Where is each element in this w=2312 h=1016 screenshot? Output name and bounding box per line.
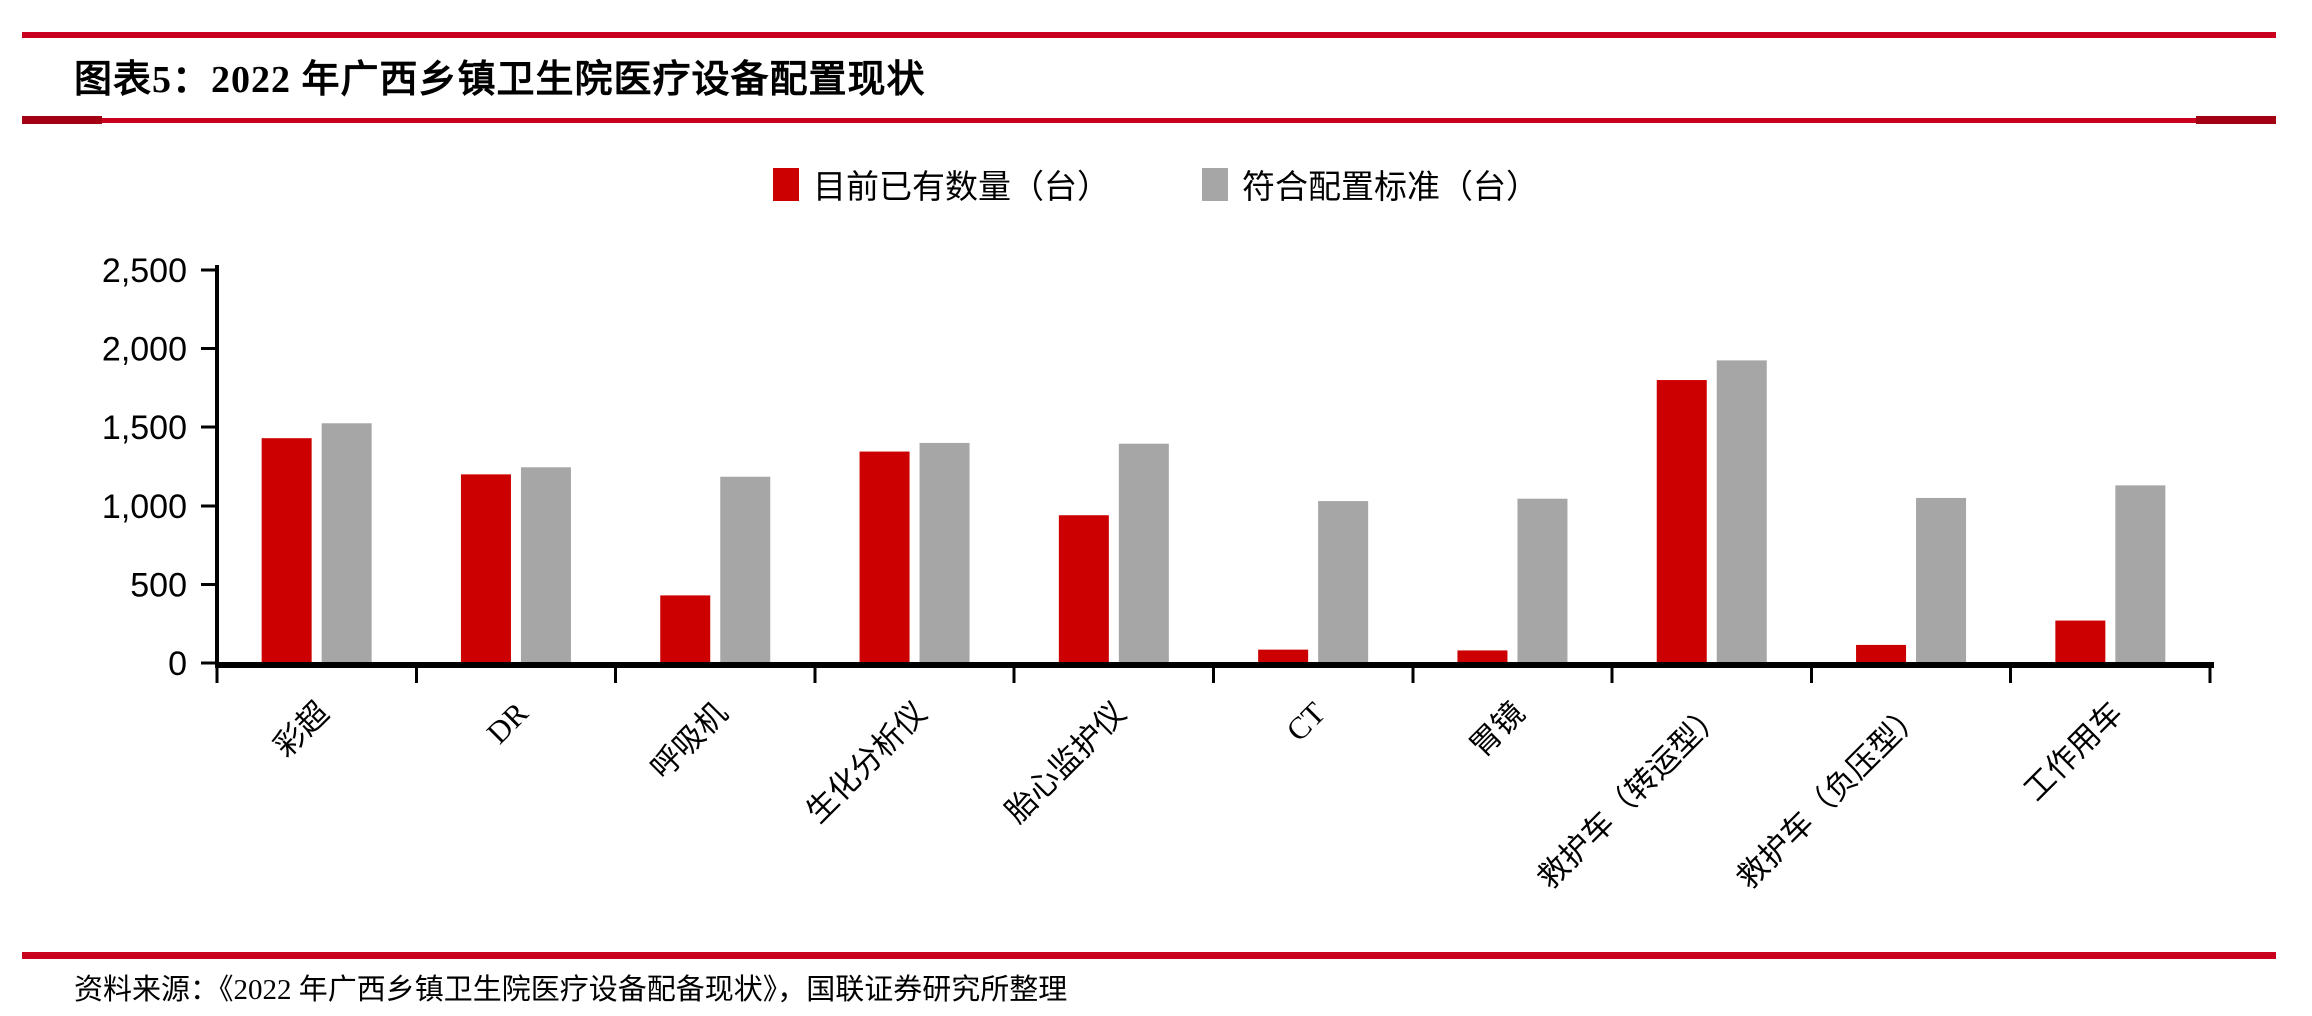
bar-standard-9 [2115, 485, 2166, 667]
x-category-label-1: DR [480, 695, 535, 750]
bottom-divider-rule [22, 952, 2276, 959]
y-tick-label-3: 1,500 [102, 409, 187, 447]
x-category-label-6: 胃镜 [1463, 695, 1532, 764]
bar-standard-0 [321, 423, 372, 667]
chart-legend: 目前已有数量（台） 符合配置标准（台） [0, 160, 2312, 208]
y-tick-label-1: 500 [130, 566, 187, 604]
bar-current-7 [1656, 380, 1707, 667]
bar-standard-3 [919, 442, 970, 667]
bar-current-9 [2055, 620, 2106, 667]
title-divider-right-cap [2196, 116, 2276, 124]
bar-standard-1 [520, 467, 571, 667]
bar-current-2 [660, 595, 711, 667]
bar-standard-6 [1517, 498, 1568, 667]
bar-current-8 [1856, 644, 1907, 667]
title-divider-rule [22, 118, 2276, 123]
bar-standard-2 [720, 476, 771, 667]
x-category-label-9: 工作用车 [2017, 695, 2129, 807]
bar-standard-4 [1118, 443, 1169, 667]
x-category-label-3: 生化分析仪 [799, 695, 933, 829]
title-divider-left-cap [22, 116, 102, 124]
legend-item-standard: 符合配置标准（台） [1202, 160, 1539, 208]
y-tick-label-4: 2,000 [102, 331, 187, 369]
x-category-label-0: 彩超 [267, 695, 336, 764]
x-category-label-2: 呼吸机 [644, 695, 735, 786]
bar-standard-5 [1318, 501, 1369, 667]
y-tick-label-5: 2,500 [102, 252, 187, 290]
figure-title: 图表5：2022 年广西乡镇卫生院医疗设备配置现状 [74, 59, 926, 101]
bar-current-4 [1058, 515, 1109, 667]
y-tick-label-0: 0 [168, 645, 187, 683]
legend-swatch-gray [1202, 167, 1228, 201]
x-category-label-5: CT [1279, 695, 1332, 748]
y-tick-label-2: 1,000 [102, 488, 187, 526]
bar-current-1 [460, 474, 511, 667]
bar-standard-8 [1916, 497, 1967, 667]
legend-label-current: 目前已有数量（台） [813, 170, 1110, 206]
bar-current-3 [859, 451, 910, 667]
x-category-label-7: 救护车（转运型） [1531, 695, 1731, 895]
top-divider-rule [22, 32, 2276, 38]
legend-item-current: 目前已有数量（台） [773, 160, 1110, 208]
bar-current-0 [261, 438, 312, 667]
source-note: 资料来源：《2022 年广西乡镇卫生院医疗设备配备现状》，国联证券研究所整理 [74, 974, 1068, 1006]
legend-label-standard: 符合配置标准（台） [1242, 170, 1539, 206]
legend-swatch-red [773, 167, 799, 201]
bar-standard-7 [1716, 360, 1767, 667]
x-category-label-8: 救护车（负压型） [1730, 695, 1930, 895]
x-category-label-4: 胎心监护仪 [998, 695, 1132, 829]
